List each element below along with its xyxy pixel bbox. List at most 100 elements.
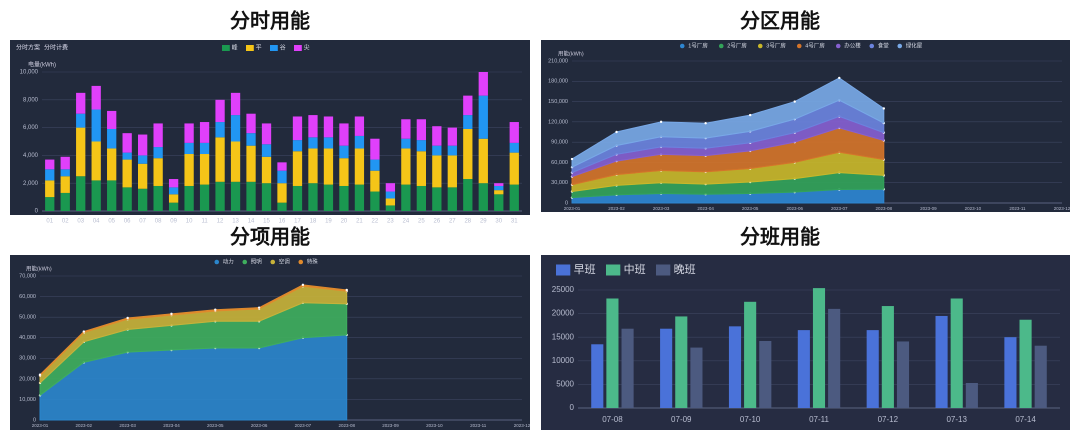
- bar-segment: [184, 123, 194, 143]
- y-tick-label: 150,000: [548, 99, 568, 105]
- bar: [896, 341, 910, 408]
- bar-segment: [230, 92, 241, 116]
- bar-segment: [277, 183, 287, 203]
- legend-swatch: [606, 264, 621, 276]
- bar-segment: [215, 122, 225, 138]
- point: [82, 330, 86, 333]
- bar-segment: [401, 184, 411, 211]
- x-tick-label: 02: [62, 219, 69, 225]
- x-tick-label: 13: [232, 219, 239, 225]
- bar-segment: [323, 137, 334, 149]
- bar-segment: [416, 151, 426, 186]
- bar-segment: [45, 180, 55, 198]
- bar-segment: [354, 184, 365, 211]
- bar-segment: [494, 190, 504, 195]
- y-tick-label: 120,000: [548, 119, 568, 125]
- bar-segment: [385, 191, 396, 199]
- bar-segment: [230, 115, 241, 142]
- y-tick-label: 10,000: [20, 70, 39, 76]
- bar-segment: [292, 116, 303, 141]
- bar-segment: [45, 169, 55, 181]
- bar-segment: [122, 133, 132, 153]
- point: [615, 130, 618, 134]
- y-tick-label: 30,000: [551, 180, 568, 186]
- bar-segment: [60, 156, 70, 170]
- y-tick-label: 20,000: [19, 376, 36, 382]
- bar-segment: [76, 92, 86, 114]
- bar: [606, 298, 619, 408]
- x-tick-label: 26: [433, 219, 440, 225]
- bar-segment: [292, 185, 303, 211]
- bar-segment: [138, 188, 148, 211]
- bar-segment: [230, 141, 241, 182]
- legend-label: 照明: [251, 258, 263, 265]
- x-tick-label: 25: [418, 219, 425, 225]
- bar: [950, 298, 963, 408]
- bar: [744, 301, 757, 408]
- x-tick-label: 07-13: [946, 415, 967, 424]
- y-tick-label: 20000: [552, 309, 575, 318]
- y-tick-label: 0: [35, 209, 39, 215]
- bar-segment: [122, 159, 132, 188]
- y-tick-label: 10,000: [19, 397, 36, 403]
- legend-label: 食堂: [878, 41, 890, 49]
- bar-segment: [370, 191, 380, 211]
- legend-swatch: [679, 43, 685, 49]
- bar: [675, 316, 688, 408]
- point: [570, 157, 574, 161]
- x-tick-label: 11: [201, 219, 208, 225]
- bar-segment: [261, 156, 272, 184]
- x-tick-label: 17: [294, 219, 301, 225]
- legend-label: 晚班: [674, 263, 696, 276]
- x-tick-label: 14: [248, 219, 255, 225]
- bar-segment: [184, 142, 194, 155]
- legend-swatch: [835, 43, 841, 49]
- legend-label: 动力: [223, 257, 234, 265]
- chart-title: 分区用能: [740, 8, 820, 32]
- x-tick-label: 07: [139, 219, 146, 225]
- bar-segment: [199, 184, 210, 211]
- area: [571, 77, 885, 168]
- bar-segment: [447, 155, 457, 188]
- x-tick-label: 08: [155, 219, 162, 225]
- x-tick-label: 2023-11: [470, 423, 487, 428]
- bar-segment: [323, 148, 334, 185]
- bar-segment: [76, 127, 86, 177]
- bar-segment: [76, 113, 86, 128]
- bar-segment: [199, 154, 210, 185]
- legend-swatch: [897, 43, 903, 49]
- x-tick-label: 04: [93, 219, 100, 225]
- legend-swatch: [298, 259, 304, 265]
- x-tick-label: 2023-08: [876, 206, 893, 211]
- bar-segment: [370, 159, 380, 171]
- bar-segment: [308, 183, 318, 211]
- bar: [621, 328, 634, 408]
- legend-swatch: [246, 45, 254, 51]
- point: [838, 76, 841, 80]
- y-tick-label: 180,000: [548, 79, 568, 85]
- bar-segment: [416, 140, 426, 152]
- bar-segment: [478, 72, 488, 96]
- bar-segment: [215, 137, 225, 182]
- bar-segment: [107, 110, 117, 129]
- bar-segment: [463, 95, 473, 116]
- x-tick-label: 2023-02: [76, 423, 93, 428]
- legend-swatch: [222, 45, 230, 51]
- y-tick-label: 40,000: [19, 335, 36, 341]
- bar-segment: [339, 145, 349, 159]
- bar-segment: [370, 170, 380, 192]
- bar-segment: [416, 119, 426, 141]
- legend-label: 2号厂房: [727, 41, 747, 49]
- bar-segment: [168, 179, 179, 188]
- point: [659, 120, 663, 124]
- bar: [797, 330, 810, 408]
- bar-segment: [478, 95, 488, 139]
- bar-segment: [354, 116, 365, 136]
- legend-swatch: [294, 45, 302, 51]
- x-tick-label: 2023-01: [32, 423, 49, 428]
- y-tick-label: 60,000: [551, 160, 568, 166]
- legend-swatch: [718, 43, 724, 49]
- bar-segment: [91, 141, 101, 181]
